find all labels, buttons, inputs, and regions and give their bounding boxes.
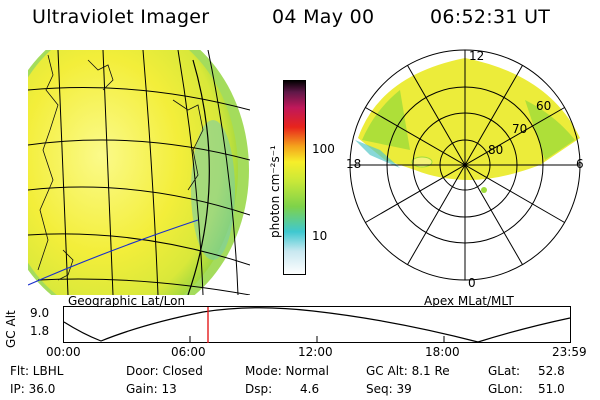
polar-map-panel: 12 18 6 0 60 70 80 xyxy=(346,49,584,290)
mlt-label-right: 6 xyxy=(576,157,584,171)
info-seq: Seq: 39 xyxy=(366,382,412,396)
colorbar-unit-label: photon cm⁻²s⁻¹ xyxy=(268,145,282,238)
mlat-label-60: 60 xyxy=(536,99,551,113)
info-glon-value: 51.0 xyxy=(538,382,565,396)
xtick-0600: 06:00 xyxy=(171,345,206,359)
coast-line-blue xyxy=(28,219,199,286)
info-gc-alt: GC Alt: 8.1 Re xyxy=(366,364,450,378)
altitude-ytick-top: 9.0 xyxy=(30,306,50,320)
colorbar-tick-10: 10 xyxy=(312,229,328,243)
color-scale-bar xyxy=(283,80,306,275)
xtick-2359: 23:59 xyxy=(552,345,587,359)
xtick-0000: 00:00 xyxy=(46,345,81,359)
info-door: Door: Closed xyxy=(126,364,203,378)
polar-caption: Apex MLat/MLT xyxy=(424,294,514,308)
time-label: 06:52:31 UT xyxy=(430,6,551,28)
app-title: Ultraviolet Imager xyxy=(32,6,210,28)
mlat-label-70: 70 xyxy=(512,122,527,136)
xtick-1200: 12:00 xyxy=(298,345,333,359)
info-ip: IP: 36.0 xyxy=(10,382,56,396)
info-glat-value: 52.8 xyxy=(538,364,565,378)
mlat-label-80: 80 xyxy=(488,143,503,157)
mlt-label-top: 12 xyxy=(469,49,484,63)
altitude-curve xyxy=(63,307,571,343)
geo-caption: Geographic Lat/Lon xyxy=(68,294,186,308)
info-dsp-label: Dsp: xyxy=(245,382,273,396)
info-dsp-value: 4.6 xyxy=(300,382,320,396)
info-gain: Gain: 13 xyxy=(126,382,177,396)
geographic-image-panel xyxy=(28,50,250,295)
altitude-ylabel: GC Alt xyxy=(4,310,18,348)
altitude-plot xyxy=(63,306,571,343)
mlt-label-left: 18 xyxy=(346,157,361,171)
date-label: 04 May 00 xyxy=(272,6,375,28)
info-glat-label: GLat: xyxy=(488,364,521,378)
info-glon-label: GLon: xyxy=(488,382,523,396)
info-flt: Flt: LBHL xyxy=(10,364,64,378)
colorbar-tick-100: 100 xyxy=(312,142,335,156)
mlt-label-bottom: 0 xyxy=(468,276,476,290)
altitude-ytick-bottom: 1.8 xyxy=(30,324,50,338)
info-mode: Mode: Normal xyxy=(245,364,329,378)
xtick-1800: 18:00 xyxy=(425,345,460,359)
